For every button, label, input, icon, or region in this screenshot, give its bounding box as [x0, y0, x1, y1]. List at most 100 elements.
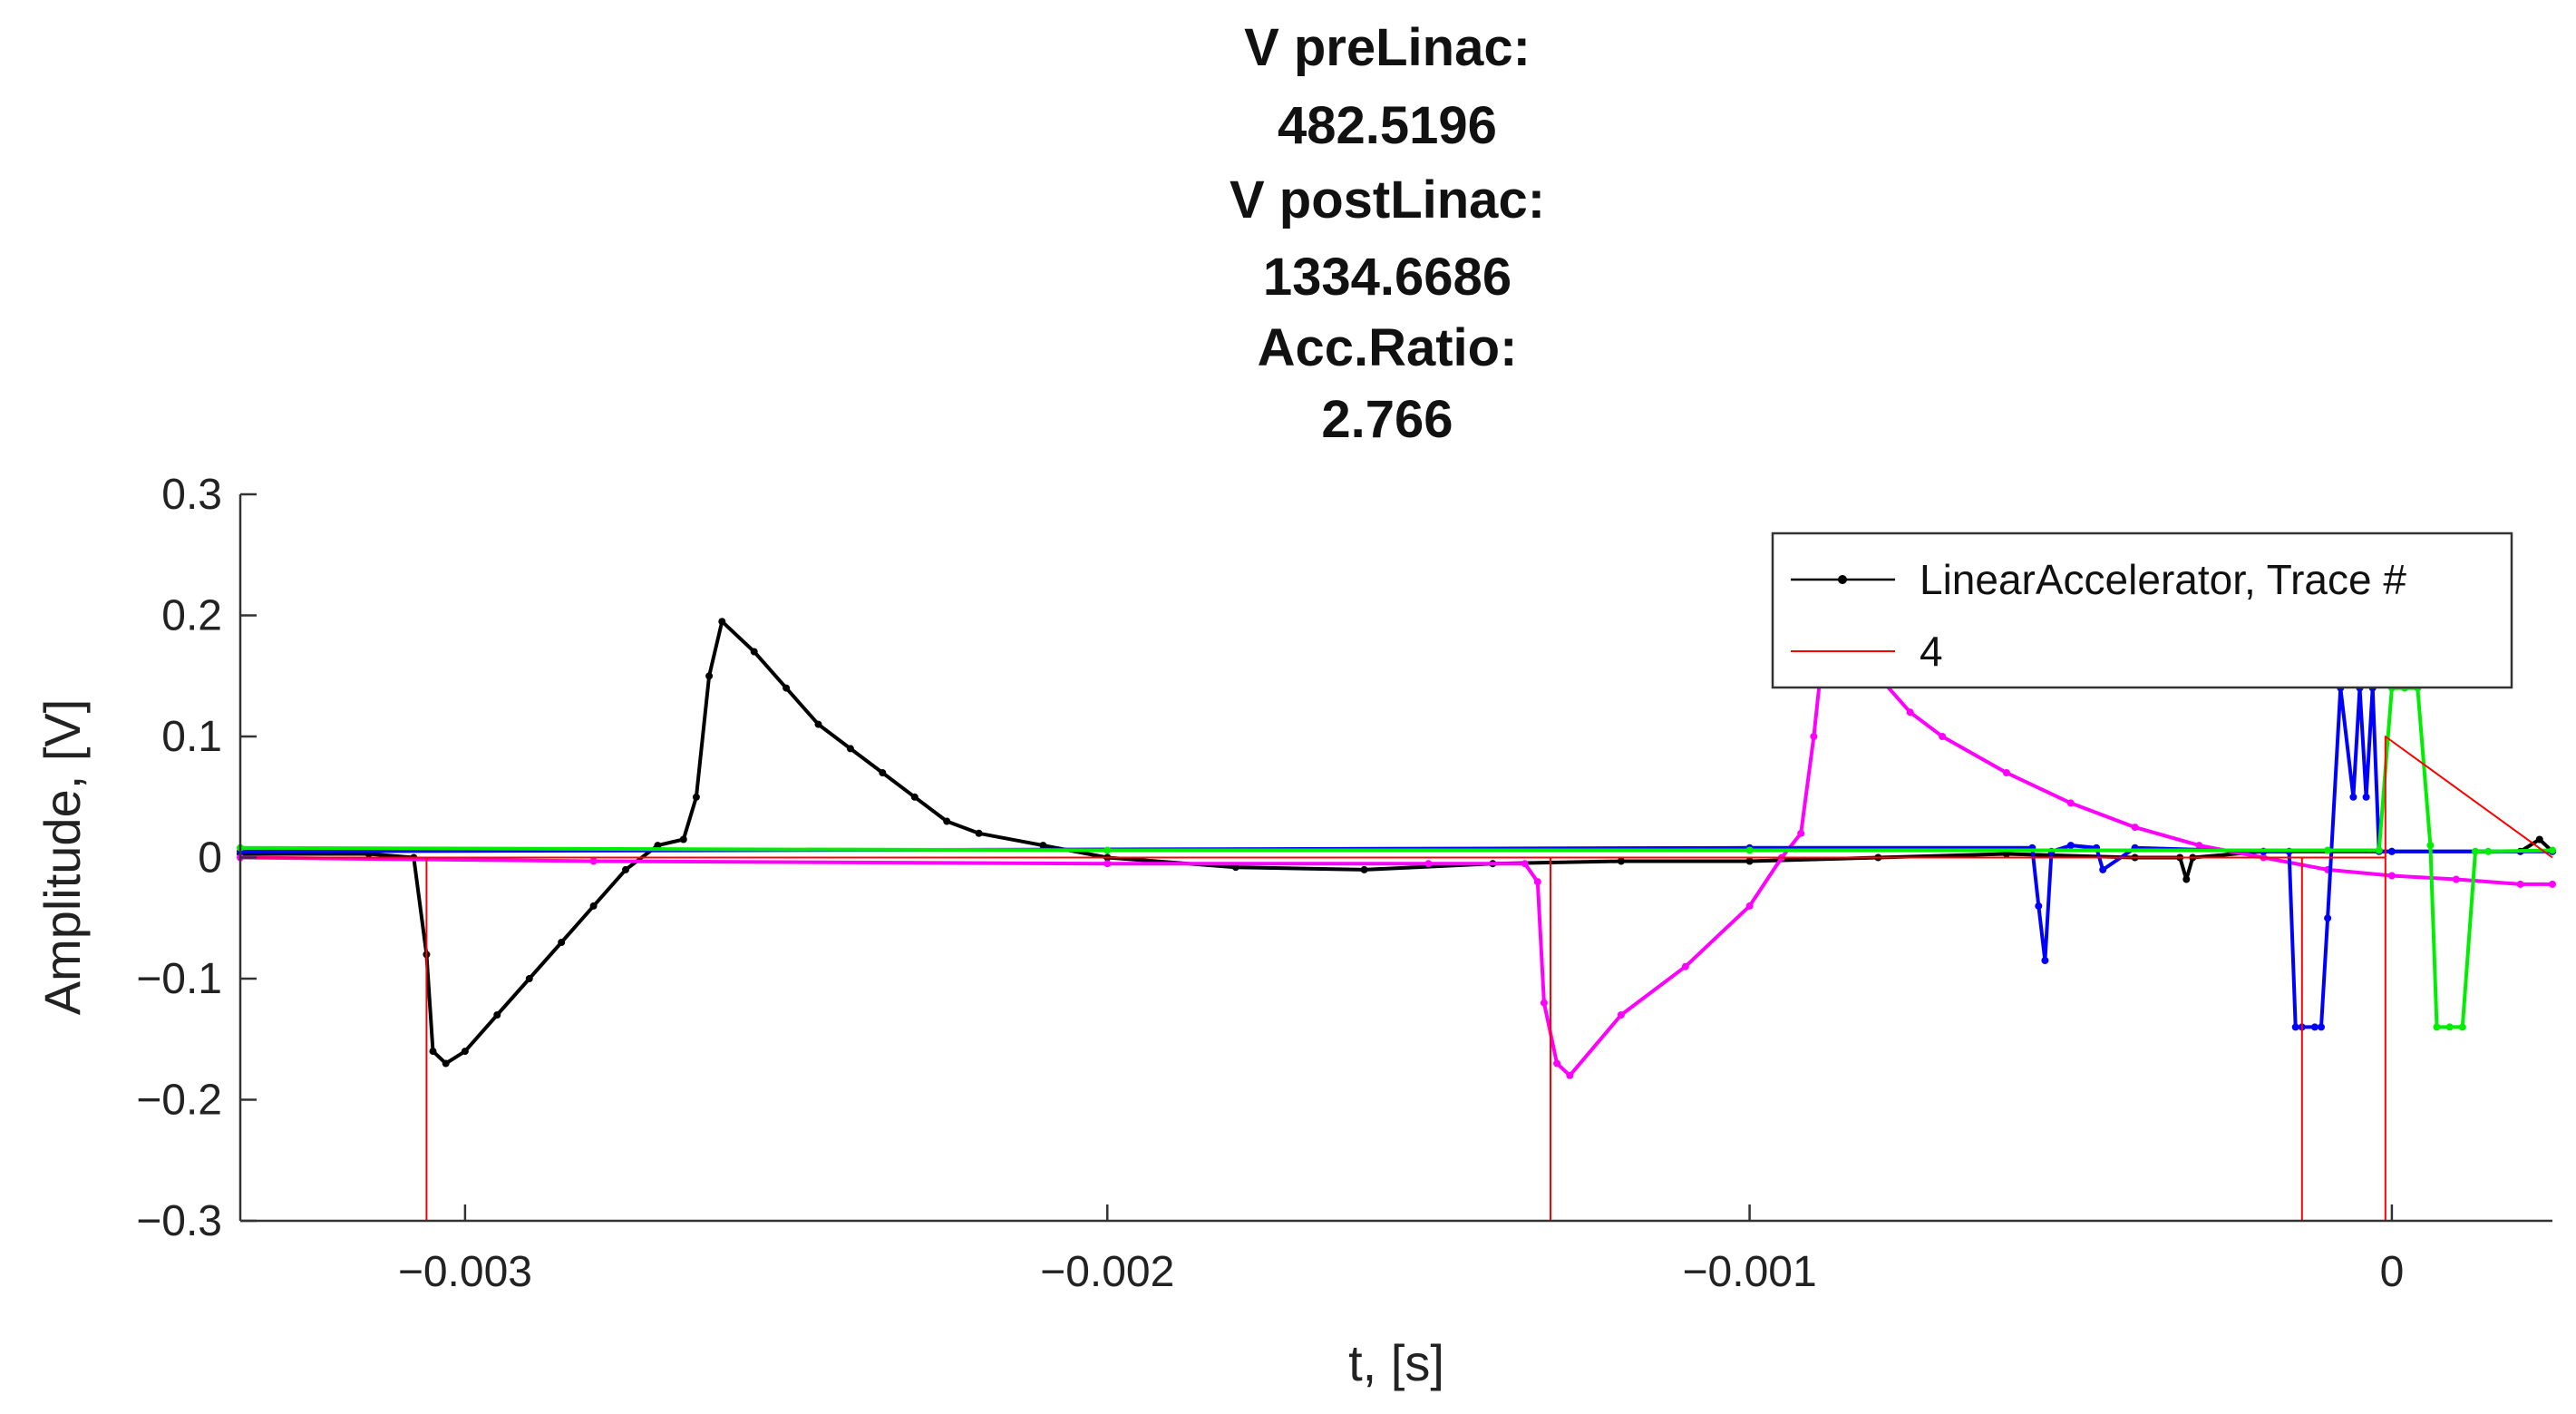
series-point-0	[589, 902, 598, 910]
series-point-3	[2472, 847, 2479, 855]
y-axis-label: Amplitude, [V]	[34, 699, 91, 1016]
series-point-0	[783, 684, 791, 692]
series-point-1	[2066, 799, 2075, 807]
title-line-1: V preLinac:	[1244, 18, 1531, 77]
x-axis-label: t, [s]	[1348, 1334, 1444, 1391]
series-point-2	[2349, 793, 2357, 801]
title-line-3: V postLinac:	[1230, 171, 1545, 229]
series-point-3	[2324, 846, 2332, 854]
series-point-1	[1939, 733, 1947, 740]
series-point-1	[1681, 962, 1689, 970]
series-point-1	[1906, 708, 1914, 717]
series-point-3	[2445, 1023, 2454, 1031]
series-point-0	[1745, 857, 1754, 865]
series-point-1	[1103, 860, 1112, 868]
series-point-1	[2002, 769, 2010, 776]
series-point-2	[2099, 865, 2107, 873]
y-tick-label: −0.2	[136, 1077, 222, 1125]
title-line-4: 1334.6686	[1263, 248, 1512, 307]
series-point-1	[2195, 842, 2203, 850]
y-tick-label: 0.3	[161, 471, 222, 519]
series-point-2	[2035, 902, 2043, 910]
series-point-0	[879, 769, 887, 776]
legend-marker-0	[1838, 575, 1847, 584]
series-point-1	[1566, 1071, 1574, 1079]
series-point-0	[814, 720, 822, 728]
series-point-0	[2535, 835, 2543, 844]
series-point-3	[2433, 1023, 2441, 1031]
series-point-0	[442, 1059, 450, 1068]
x-tick-label: 0	[2380, 1248, 2405, 1296]
series-point-3	[2458, 1023, 2466, 1031]
series-point-0	[910, 793, 919, 801]
series-point-1	[2387, 872, 2396, 880]
series-point-2	[2387, 847, 2396, 855]
x-tick-label: −0.001	[1683, 1248, 1817, 1296]
title-line-6: 2.766	[1321, 390, 1453, 449]
series-point-3	[2549, 846, 2556, 854]
series-point-2	[2291, 1023, 2299, 1031]
x-axis-ticks: −0.003 −0.002 −0.001 0	[398, 1204, 2404, 1296]
legend: LinearAccelerator, Trace # 4	[1771, 531, 2513, 689]
series-point-1	[1745, 902, 1754, 910]
legend-label-1: 4	[1920, 628, 1943, 675]
x-tick-label: −0.002	[1040, 1248, 1174, 1296]
series-point-3	[2426, 842, 2435, 850]
series-point-1	[1540, 999, 1548, 1007]
series-point-1	[1533, 878, 1541, 886]
series-point-0	[429, 1048, 437, 1056]
series-point-0	[692, 793, 700, 801]
series-point-0	[558, 939, 566, 946]
series-point-0	[943, 817, 951, 825]
series-point-0	[525, 975, 533, 982]
chart-title: V preLinac: 482.5196 V postLinac: 1334.6…	[1230, 18, 1545, 449]
series-point-0	[461, 1048, 469, 1056]
series-layer	[237, 618, 2556, 1222]
series-point-3	[1103, 846, 1112, 854]
legend-box	[1771, 531, 2513, 689]
series-point-1	[2131, 824, 2139, 832]
series-point-0	[718, 618, 726, 626]
series-point-0	[679, 835, 687, 844]
series-point-0	[2182, 875, 2191, 883]
series-point-0	[846, 745, 854, 753]
series-point-1	[1553, 1059, 1561, 1068]
series-point-2	[2324, 914, 2332, 922]
series-point-2	[2318, 1023, 2325, 1031]
series-point-1	[1424, 860, 1433, 868]
series-point-1	[2549, 880, 2556, 888]
series-point-3	[2484, 847, 2493, 855]
series-point-2	[2066, 842, 2075, 850]
series-point-2	[2310, 1023, 2318, 1031]
x-tick-label: −0.003	[398, 1248, 532, 1296]
series-line-1	[239, 674, 2552, 1078]
y-tick-label: −0.3	[136, 1197, 222, 1245]
series-point-1	[1521, 860, 1529, 868]
series-point-0	[1039, 842, 1047, 850]
series-point-0	[622, 865, 629, 873]
series-point-1	[1617, 1011, 1625, 1019]
y-tick-label: −0.1	[136, 955, 222, 1003]
series-line-4	[240, 736, 2553, 1222]
y-axis-ticks: −0.3 −0.2 −0.1 0 0.1 0.2 0.3	[136, 471, 257, 1245]
series-point-3	[1745, 846, 1754, 854]
y-tick-label: 0.2	[161, 592, 222, 640]
title-line-5: Acc.Ratio:	[1258, 318, 1518, 377]
title-line-2: 482.5196	[1278, 96, 1497, 155]
series-point-0	[1617, 857, 1625, 865]
series-point-2	[2362, 793, 2370, 801]
y-tick-label: 0	[198, 834, 222, 883]
series-point-1	[589, 857, 598, 865]
series-point-0	[705, 672, 714, 680]
series-point-1	[1810, 733, 1818, 740]
series-point-0	[975, 829, 983, 837]
series-point-1	[2516, 880, 2524, 888]
series-point-3	[2375, 846, 2383, 854]
series-point-0	[750, 648, 758, 656]
legend-label-0: LinearAccelerator, Trace #	[1920, 556, 2406, 603]
series-point-1	[2452, 875, 2460, 883]
series-point-0	[493, 1011, 501, 1019]
series-point-1	[1797, 829, 1805, 837]
series-point-2	[2041, 957, 2049, 964]
